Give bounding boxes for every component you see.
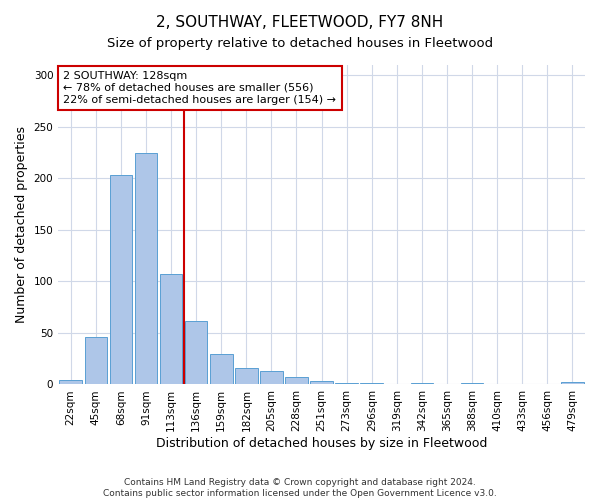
Bar <box>561 382 584 384</box>
Bar <box>110 176 132 384</box>
Bar <box>185 320 208 384</box>
X-axis label: Distribution of detached houses by size in Fleetwood: Distribution of detached houses by size … <box>156 437 487 450</box>
Bar <box>310 382 333 384</box>
Text: 2 SOUTHWAY: 128sqm
← 78% of detached houses are smaller (556)
22% of semi-detach: 2 SOUTHWAY: 128sqm ← 78% of detached hou… <box>64 72 337 104</box>
Text: Contains HM Land Registry data © Crown copyright and database right 2024.
Contai: Contains HM Land Registry data © Crown c… <box>103 478 497 498</box>
Bar <box>210 354 233 384</box>
Bar <box>134 152 157 384</box>
Bar <box>160 274 182 384</box>
Bar <box>59 380 82 384</box>
Y-axis label: Number of detached properties: Number of detached properties <box>15 126 28 323</box>
Bar <box>285 377 308 384</box>
Text: 2, SOUTHWAY, FLEETWOOD, FY7 8NH: 2, SOUTHWAY, FLEETWOOD, FY7 8NH <box>157 15 443 30</box>
Bar <box>235 368 257 384</box>
Text: Size of property relative to detached houses in Fleetwood: Size of property relative to detached ho… <box>107 38 493 51</box>
Bar <box>85 337 107 384</box>
Bar <box>260 371 283 384</box>
